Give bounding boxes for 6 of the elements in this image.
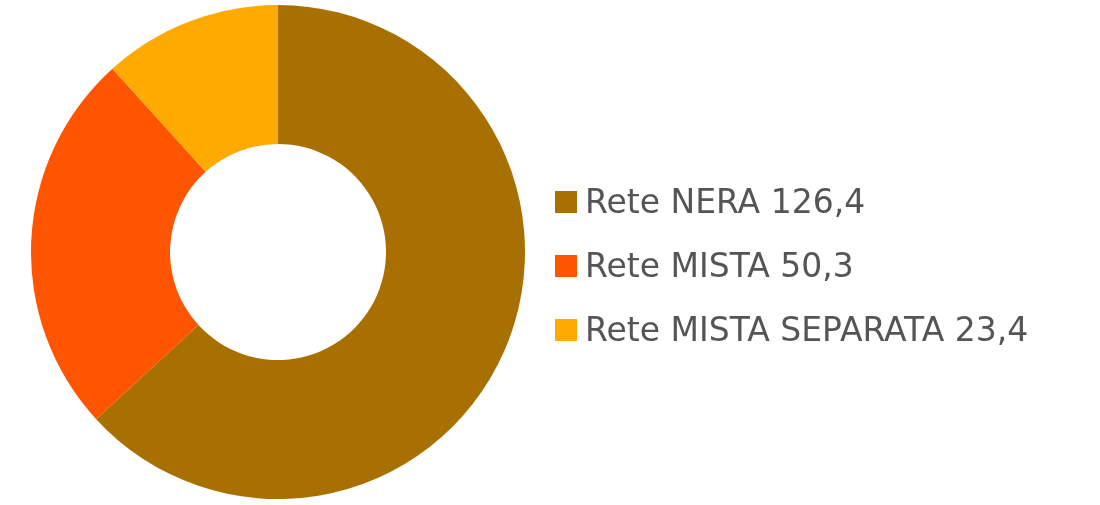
legend-label: Rete MISTA 50,3	[585, 246, 854, 285]
legend-label: Rete MISTA SEPARATA 23,4	[585, 310, 1029, 349]
donut-slice	[112, 5, 278, 172]
donut-slice	[96, 5, 525, 499]
donut-slice	[31, 68, 206, 420]
legend-label: Rete NERA 126,4	[585, 182, 866, 221]
